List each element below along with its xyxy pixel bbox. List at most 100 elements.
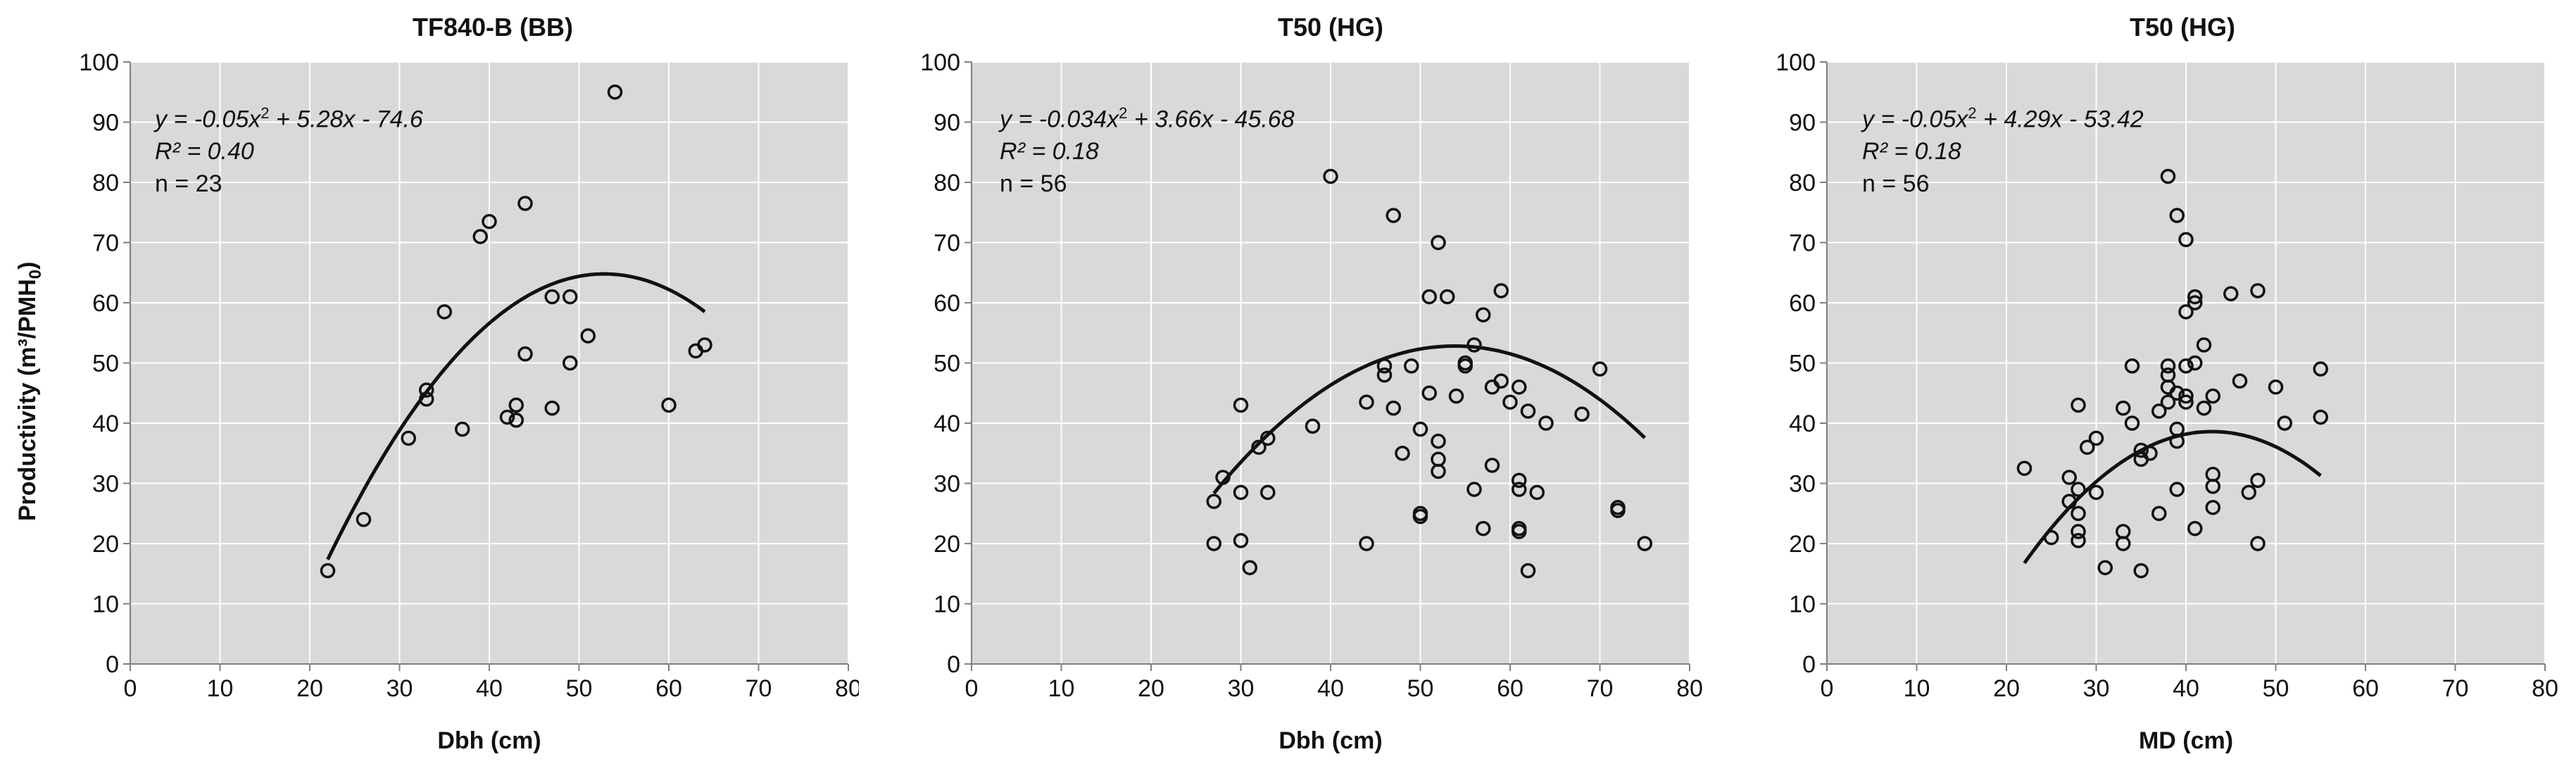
data-point [1305,418,1321,434]
data-point [1421,289,1437,305]
data-point [2241,484,2256,501]
data-point [2268,379,2284,395]
y-tick-label: 60 [934,290,960,317]
data-point [1574,406,1590,422]
data-point [2071,532,2086,549]
data-point [2232,373,2248,389]
data-point [1206,494,1221,509]
data-point [2124,415,2140,431]
data-point [1421,385,1437,401]
data-point [2205,499,2220,515]
data-point [1466,337,1482,353]
x-axis-label: Dbh (cm) [437,727,541,754]
data-point [544,400,560,416]
data-point [607,84,623,100]
data-point [580,328,596,344]
equation-suffix: + 4.29x - 53.42 [1976,106,2144,133]
data-point [1260,430,1276,446]
data-point [2277,415,2292,431]
y-tick-label: 40 [934,410,960,437]
data-point [1359,536,1374,551]
data-point [2071,506,2086,521]
x-tick-label: 70 [1587,675,1614,702]
regression-equation: y = -0.05x2 + 4.29x - 53.42 [1862,97,2144,135]
data-point [517,196,533,211]
y-tick-label: 90 [92,110,119,137]
y-tick-label: 70 [92,230,119,257]
chart-panel-2: T50 (HG) 0 10 20 30 40 50 60 70 80 90 100 0 10 20 30 40… [859,0,1718,771]
y-tick-label: 10 [92,591,119,618]
data-point [2250,283,2266,299]
data-point [1233,532,1249,549]
data-point [1512,524,1527,539]
data-point [563,289,578,305]
chart-title: T50 (HG) [1277,13,1383,42]
data-point [2061,494,2077,509]
data-point [1440,289,1455,305]
equation-suffix: + 5.28x - 74.6 [269,106,423,133]
data-point [2178,394,2194,410]
r-squared: R² = 0.40 [155,138,254,165]
plot-area: 0 10 20 30 40 50 60 70 80 90 100 0 10 20 30 40 50 60 70 80 [1776,49,2558,702]
data-point [1323,168,1338,184]
data-point [2088,430,2104,446]
data-point [1538,415,1554,431]
data-point [2250,536,2266,551]
data-point [1476,307,1491,322]
y-tick-label: 100 [1776,49,1816,76]
data-point [2205,479,2220,494]
data-point [517,346,533,362]
chart-title: TF840-B (BB) [412,13,573,42]
data-point [2169,208,2185,223]
data-point [1233,484,1249,501]
x-tick-label: 40 [2173,675,2199,702]
data-point [1412,508,1428,525]
data-point [2160,394,2176,410]
data-point [1476,520,1491,537]
data-point [499,409,515,425]
data-point [2187,520,2203,537]
data-point [2178,388,2194,404]
x-axis-label: Dbh (cm) [1278,727,1383,754]
data-point [2124,358,2140,374]
data-point [1395,446,1410,461]
data-point [2187,355,2203,371]
data-point [436,304,452,320]
chart-panel-3: T50 (HG) 0 10 20 30 40 50 60 70 80 90 100 0 10 20 30 40… [1718,0,2576,771]
x-tick-label: 50 [1407,675,1434,702]
plot-area: 0 10 20 30 40 50 60 70 80 90 100 0 10 20 30 40 50 60 70 80 [920,49,1703,702]
equation-exponent: 2 [1968,104,1977,122]
regression-equation: y = -0.05x2 + 5.28x - 74.6 [155,97,423,135]
x-tick-label: 60 [1497,675,1523,702]
data-point [2178,304,2194,320]
data-point [1610,503,1626,518]
x-tick-label: 80 [2532,675,2558,702]
y-tick-label: 30 [934,471,960,498]
data-point [563,355,578,371]
data-point [1431,234,1446,251]
chart-title: T50 (HG) [2129,13,2235,42]
y-tick-label: 30 [92,471,119,498]
data-point [2178,232,2194,247]
data-point [1376,358,1393,374]
data-point [2169,433,2185,449]
sample-size: n = 56 [1862,170,1930,198]
x-tick-label: 80 [1676,675,1703,702]
x-tick-label: 30 [387,675,413,702]
y-tick-label: 70 [934,230,960,257]
data-point [1502,394,1518,410]
data-point [2061,470,2077,485]
data-point [455,421,470,437]
data-point [2187,289,2203,305]
data-point [1484,458,1500,473]
regression-equation: y = -0.034x2 + 3.66x - 45.68 [1000,97,1295,135]
data-point [1457,358,1473,374]
y-tick-label: 100 [79,49,119,76]
data-point [1260,484,1276,501]
x-tick-label: 40 [1317,675,1344,702]
data-point [508,412,524,428]
data-point [1493,283,1509,299]
data-point [482,213,497,230]
data-point [1386,400,1401,416]
y-tick-label: 40 [1789,410,1816,437]
